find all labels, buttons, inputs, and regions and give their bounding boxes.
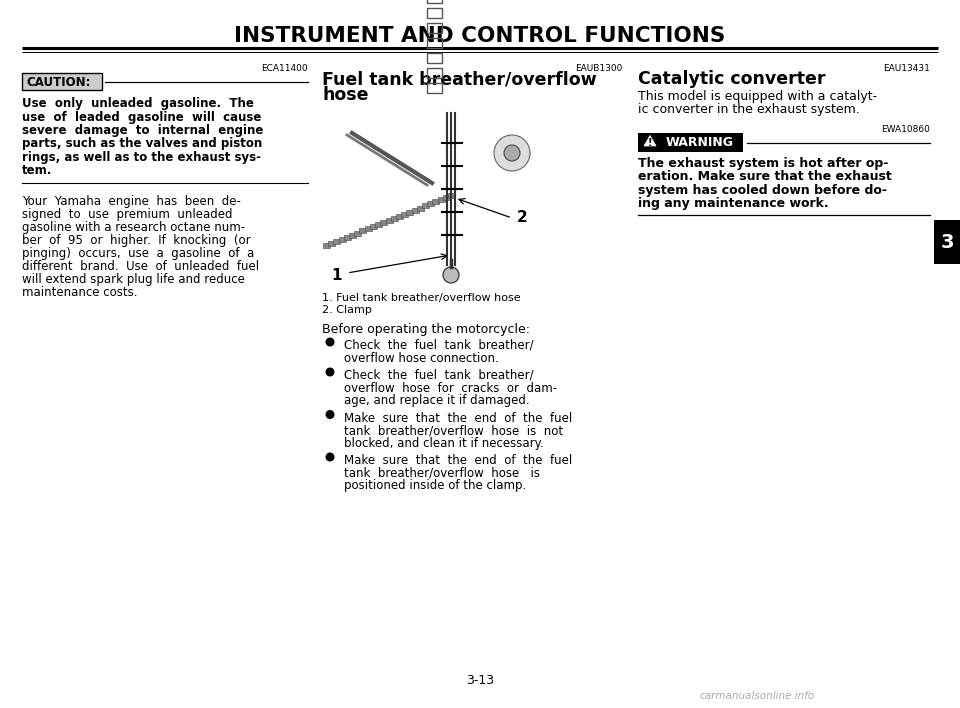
- Text: tank  breather/overflow  hose  is  not: tank breather/overflow hose is not: [344, 424, 564, 437]
- Text: ing any maintenance work.: ing any maintenance work.: [638, 198, 828, 210]
- Text: hose: hose: [322, 86, 369, 104]
- Text: This model is equipped with a catalyt-: This model is equipped with a catalyt-: [638, 90, 877, 103]
- Bar: [934, 220, 960, 264]
- Text: overflow hose connection.: overflow hose connection.: [344, 351, 499, 365]
- Text: 2: 2: [516, 210, 527, 226]
- Text: 2. Clamp: 2. Clamp: [322, 305, 372, 315]
- Text: 3: 3: [940, 232, 953, 251]
- Bar: [448, 193, 455, 198]
- Bar: [370, 224, 377, 229]
- Text: use  of  leaded  gasoline  will  cause: use of leaded gasoline will cause: [22, 110, 261, 123]
- Bar: [359, 229, 367, 234]
- Circle shape: [494, 135, 530, 171]
- Bar: [432, 199, 440, 204]
- Bar: [396, 214, 403, 219]
- Text: different  brand.  Use  of  unleaded  fuel: different brand. Use of unleaded fuel: [22, 260, 259, 273]
- Text: Make  sure  that  the  end  of  the  fuel: Make sure that the end of the fuel: [344, 411, 572, 425]
- Text: EAU13431: EAU13431: [883, 64, 930, 73]
- Bar: [328, 241, 335, 246]
- Text: INSTRUMENT AND CONTROL FUNCTIONS: INSTRUMENT AND CONTROL FUNCTIONS: [234, 26, 726, 46]
- Circle shape: [325, 367, 334, 377]
- Bar: [427, 83, 442, 93]
- Bar: [339, 236, 346, 241]
- Circle shape: [443, 267, 459, 283]
- Bar: [323, 243, 330, 248]
- Text: severe  damage  to  internal  engine: severe damage to internal engine: [22, 124, 263, 137]
- Text: Before operating the motorcycle:: Before operating the motorcycle:: [322, 323, 530, 336]
- Text: EWA10860: EWA10860: [881, 125, 930, 134]
- Text: parts, such as the valves and piston: parts, such as the valves and piston: [22, 137, 262, 151]
- Text: Check  the  fuel  tank  breather/: Check the fuel tank breather/: [344, 339, 534, 352]
- Bar: [417, 205, 423, 210]
- Text: signed  to  use  premium  unleaded: signed to use premium unleaded: [22, 208, 232, 221]
- Bar: [406, 210, 414, 215]
- Bar: [391, 216, 397, 221]
- Bar: [427, 68, 442, 78]
- Text: 3-13: 3-13: [466, 673, 494, 687]
- Text: blocked, and clean it if necessary.: blocked, and clean it if necessary.: [344, 437, 543, 450]
- Bar: [375, 222, 382, 227]
- Text: positioned inside of the clamp.: positioned inside of the clamp.: [344, 479, 526, 492]
- Bar: [638, 133, 743, 152]
- Circle shape: [325, 452, 334, 462]
- Text: gasoline with a research octane num-: gasoline with a research octane num-: [22, 221, 245, 234]
- Text: CAUTION:: CAUTION:: [26, 76, 90, 88]
- Text: maintenance costs.: maintenance costs.: [22, 286, 137, 299]
- Text: ECA11400: ECA11400: [261, 64, 308, 73]
- Text: carmanualsonline.info: carmanualsonline.info: [700, 691, 815, 701]
- Text: ic converter in the exhaust system.: ic converter in the exhaust system.: [638, 103, 860, 117]
- Circle shape: [325, 338, 334, 346]
- Text: rings, as well as to the exhaust sys-: rings, as well as to the exhaust sys-: [22, 151, 261, 164]
- Text: tem.: tem.: [22, 164, 53, 178]
- Bar: [427, 8, 442, 18]
- Text: Fuel tank breather/overflow: Fuel tank breather/overflow: [322, 70, 596, 88]
- Bar: [422, 203, 429, 208]
- Bar: [401, 212, 408, 217]
- Text: EAUB1300: EAUB1300: [576, 64, 623, 73]
- Bar: [22, 73, 102, 90]
- Text: Check  the  fuel  tank  breather/: Check the fuel tank breather/: [344, 369, 534, 382]
- Text: !: !: [648, 139, 652, 149]
- Text: WARNING: WARNING: [666, 136, 734, 149]
- Bar: [333, 239, 341, 244]
- Bar: [427, 23, 442, 33]
- Text: The exhaust system is hot after op-: The exhaust system is hot after op-: [638, 157, 888, 170]
- Text: ber  of  95  or  higher.  If  knocking  (or: ber of 95 or higher. If knocking (or: [22, 234, 251, 247]
- Bar: [344, 234, 350, 240]
- Bar: [438, 197, 444, 202]
- Text: pinging)  occurs,  use  a  gasoline  of  a: pinging) occurs, use a gasoline of a: [22, 247, 254, 260]
- Bar: [322, 103, 623, 285]
- Text: tank  breather/overflow  hose   is: tank breather/overflow hose is: [344, 467, 540, 479]
- Bar: [380, 220, 387, 225]
- Bar: [349, 233, 356, 238]
- Bar: [427, 38, 442, 48]
- Text: will extend spark plug life and reduce: will extend spark plug life and reduce: [22, 273, 245, 286]
- Bar: [443, 195, 450, 200]
- Bar: [427, 53, 442, 63]
- Text: Use  only  unleaded  gasoline.  The: Use only unleaded gasoline. The: [22, 97, 253, 110]
- Bar: [386, 218, 393, 223]
- Text: overflow  hose  for  cracks  or  dam-: overflow hose for cracks or dam-: [344, 382, 557, 394]
- Text: 1: 1: [332, 268, 343, 282]
- Bar: [412, 207, 419, 212]
- Polygon shape: [644, 135, 656, 146]
- Circle shape: [504, 145, 520, 161]
- Text: eration. Make sure that the exhaust: eration. Make sure that the exhaust: [638, 171, 892, 183]
- Bar: [354, 231, 361, 236]
- Text: age, and replace it if damaged.: age, and replace it if damaged.: [344, 394, 530, 407]
- Bar: [427, 201, 434, 206]
- Text: Your  Yamaha  engine  has  been  de-: Your Yamaha engine has been de-: [22, 195, 241, 208]
- Text: Make  sure  that  the  end  of  the  fuel: Make sure that the end of the fuel: [344, 454, 572, 467]
- Text: 1. Fuel tank breather/overflow hose: 1. Fuel tank breather/overflow hose: [322, 293, 520, 303]
- Text: Catalytic converter: Catalytic converter: [638, 70, 826, 88]
- Bar: [365, 227, 372, 232]
- Circle shape: [325, 410, 334, 419]
- Text: system has cooled down before do-: system has cooled down before do-: [638, 184, 887, 197]
- Bar: [427, 0, 442, 3]
